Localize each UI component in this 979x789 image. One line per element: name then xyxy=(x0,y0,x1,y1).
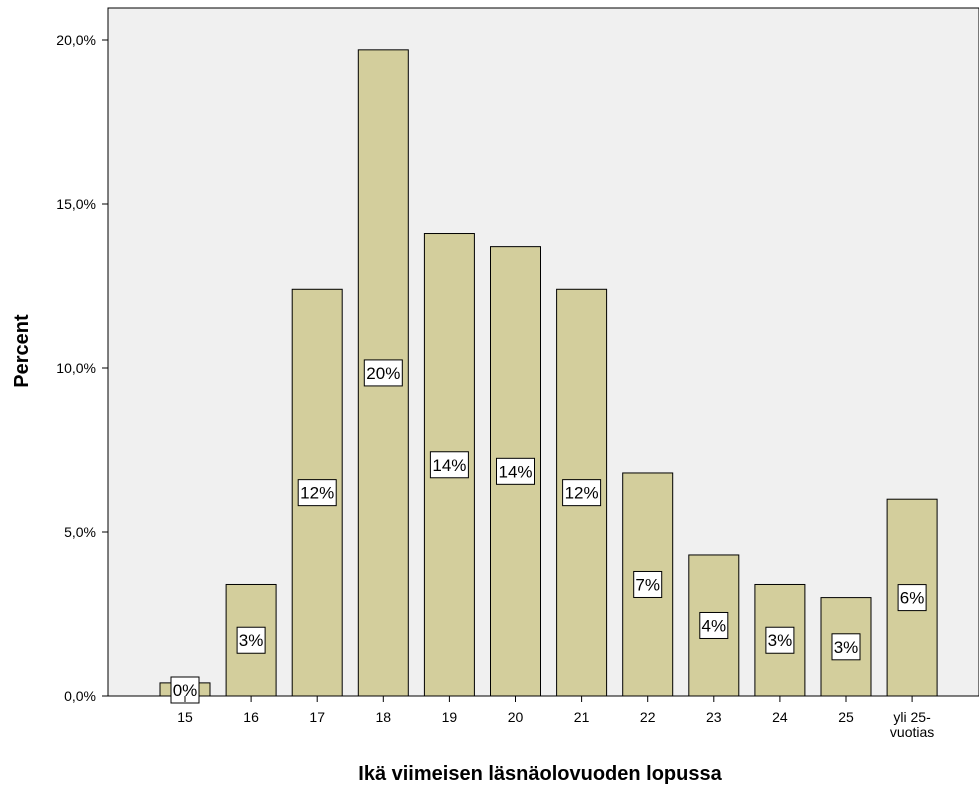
x-tick-label: 24 xyxy=(772,709,788,725)
x-tick-label: 17 xyxy=(309,709,325,725)
data-label-box xyxy=(699,611,729,639)
x-tick-label-line: 15 xyxy=(177,709,193,725)
data-label: 6% xyxy=(900,589,925,608)
data-label-box xyxy=(765,626,795,654)
x-tick-label: 22 xyxy=(640,709,656,725)
data-label: 14% xyxy=(432,456,466,475)
x-tick-label: 19 xyxy=(442,709,458,725)
plot-background xyxy=(107,7,979,697)
data-label: 12% xyxy=(565,484,599,503)
x-axis-title: Ikä viimeisen läsnäolovuoden lopussa xyxy=(358,763,722,785)
x-tick-label-line: 19 xyxy=(442,709,458,725)
data-label: 0% xyxy=(173,681,198,700)
x-tick-label: yli 25-vuotias xyxy=(890,709,934,740)
x-tick-label-line: vuotias xyxy=(890,724,934,740)
data-label: 7% xyxy=(635,575,660,594)
y-axis-title: Percent xyxy=(11,314,33,388)
data-label-box xyxy=(297,479,337,507)
x-tick-label: 18 xyxy=(376,709,392,725)
x-tick-label-line: 23 xyxy=(706,709,722,725)
x-tick-label-line: 21 xyxy=(574,709,590,725)
y-tick-label: 20,0% xyxy=(56,32,96,48)
y-tick-label: 15,0% xyxy=(56,196,96,212)
y-tick-label: 5,0% xyxy=(64,524,96,540)
data-label-box xyxy=(236,626,266,654)
x-tick-label: 21 xyxy=(574,709,590,725)
x-tick-label: 15 xyxy=(177,709,193,725)
x-tick-label-line: yli 25- xyxy=(893,709,931,725)
x-tick-label-line: 17 xyxy=(309,709,325,725)
data-label-box xyxy=(496,457,535,485)
data-label-box xyxy=(831,633,861,661)
x-tick-label-line: 25 xyxy=(838,709,854,725)
data-label-box xyxy=(429,451,469,479)
data-label: 3% xyxy=(239,631,264,650)
x-tick-label-line: 20 xyxy=(508,709,524,725)
data-label: 3% xyxy=(834,638,859,657)
data-label: 14% xyxy=(498,462,532,481)
x-tick-label: 25 xyxy=(838,709,854,725)
data-label: 4% xyxy=(702,616,727,635)
plot-area: 0,0% 5,0% 10,0% 15,0% 20,0% 0% 3% 12% 20% 14% 14% 1… xyxy=(56,7,979,740)
x-tick-label: 23 xyxy=(706,709,722,725)
data-label: 20% xyxy=(366,364,400,383)
x-tick-label-line: 18 xyxy=(376,709,392,725)
x-tick-label: 16 xyxy=(243,709,259,725)
data-label-box xyxy=(633,570,663,598)
x-tick-label-line: 22 xyxy=(640,709,656,725)
data-label: 3% xyxy=(768,631,793,650)
x-tick-label: 20 xyxy=(508,709,524,725)
x-tick-label-line: 16 xyxy=(243,709,259,725)
data-label-box xyxy=(562,479,602,507)
data-label-box xyxy=(363,359,403,387)
y-tick-label: 10,0% xyxy=(56,360,96,376)
data-label: 12% xyxy=(300,484,334,503)
data-label-box xyxy=(897,584,927,612)
x-tick-label-line: 24 xyxy=(772,709,788,725)
y-tick-label: 0,0% xyxy=(64,688,96,704)
